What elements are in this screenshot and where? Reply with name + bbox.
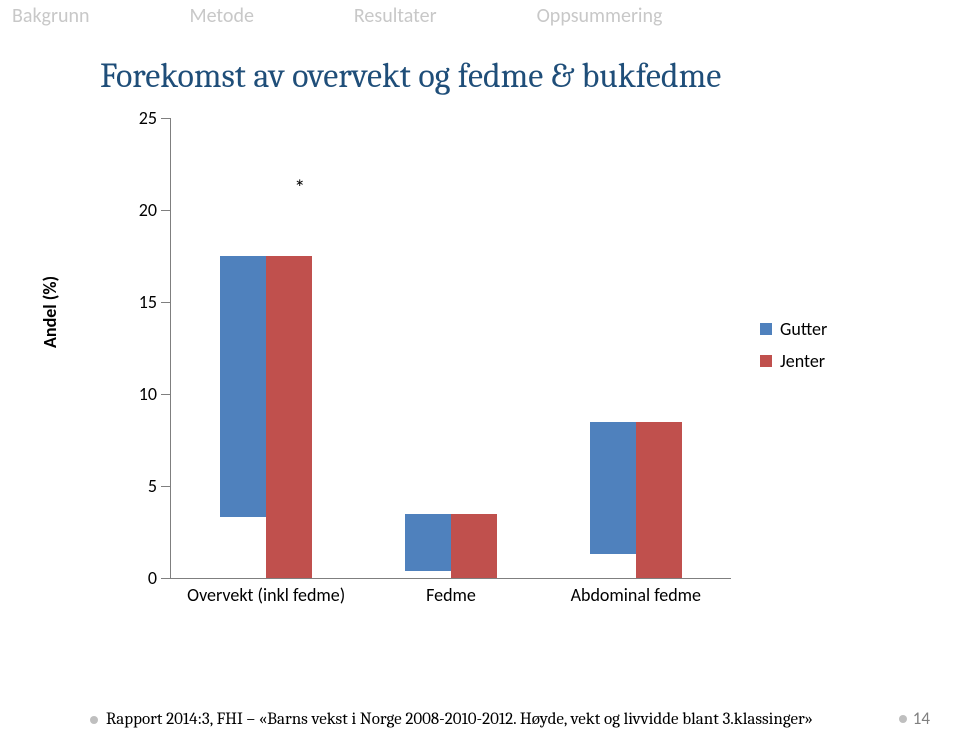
legend-label: Jenter bbox=[780, 350, 825, 372]
bullet-icon bbox=[899, 715, 907, 723]
plot-area: 0510152025Overvekt (inkl fedme)FedmeAbdo… bbox=[170, 118, 731, 579]
ytick-label: 25 bbox=[139, 107, 157, 129]
nav-tabs: Bakgrunn Metode Resultater Oppsummering bbox=[0, 0, 960, 28]
bullet-icon bbox=[90, 716, 98, 724]
footer-citation: Rapport 2014:3, FHI – «Barns vekst i Nor… bbox=[90, 710, 813, 729]
tab-resultater: Resultater bbox=[354, 4, 437, 28]
category-label: Abdominal fedme bbox=[571, 584, 701, 606]
bar bbox=[266, 256, 312, 578]
category-label: Fedme bbox=[426, 584, 476, 606]
legend: Gutter Jenter bbox=[760, 318, 827, 382]
citation-text: Rapport 2014:3, FHI – «Barns vekst i Nor… bbox=[106, 710, 813, 729]
ytick-label: 15 bbox=[139, 291, 157, 313]
bar bbox=[590, 422, 636, 554]
bar bbox=[405, 514, 451, 571]
ytick-label: 0 bbox=[148, 567, 157, 589]
tab-bakgrunn: Bakgrunn bbox=[12, 4, 89, 28]
page-number-value: 14 bbox=[913, 708, 930, 729]
legend-label: Gutter bbox=[780, 318, 827, 340]
page-number: 14 bbox=[899, 708, 930, 729]
bar bbox=[220, 256, 266, 517]
ytick-label: 10 bbox=[139, 383, 157, 405]
y-axis-label: Andel (%) bbox=[39, 276, 61, 348]
legend-item: Gutter bbox=[760, 318, 827, 340]
tab-oppsummering: Oppsummering bbox=[537, 4, 663, 28]
legend-swatch bbox=[760, 355, 772, 367]
bar bbox=[636, 422, 682, 578]
category-label: Overvekt (inkl fedme) bbox=[187, 584, 345, 606]
annotation-star: * bbox=[294, 174, 305, 201]
legend-item: Jenter bbox=[760, 350, 827, 372]
bar-chart: Andel (%) 0510152025Overvekt (inkl fedme… bbox=[50, 108, 910, 628]
tab-metode: Metode bbox=[189, 4, 253, 28]
legend-swatch bbox=[760, 323, 772, 335]
ytick-label: 5 bbox=[148, 475, 157, 497]
slide-title: Forekomst av overvekt og fedme & bukfedm… bbox=[100, 56, 960, 96]
ytick-label: 20 bbox=[139, 199, 157, 221]
bar bbox=[451, 514, 497, 578]
